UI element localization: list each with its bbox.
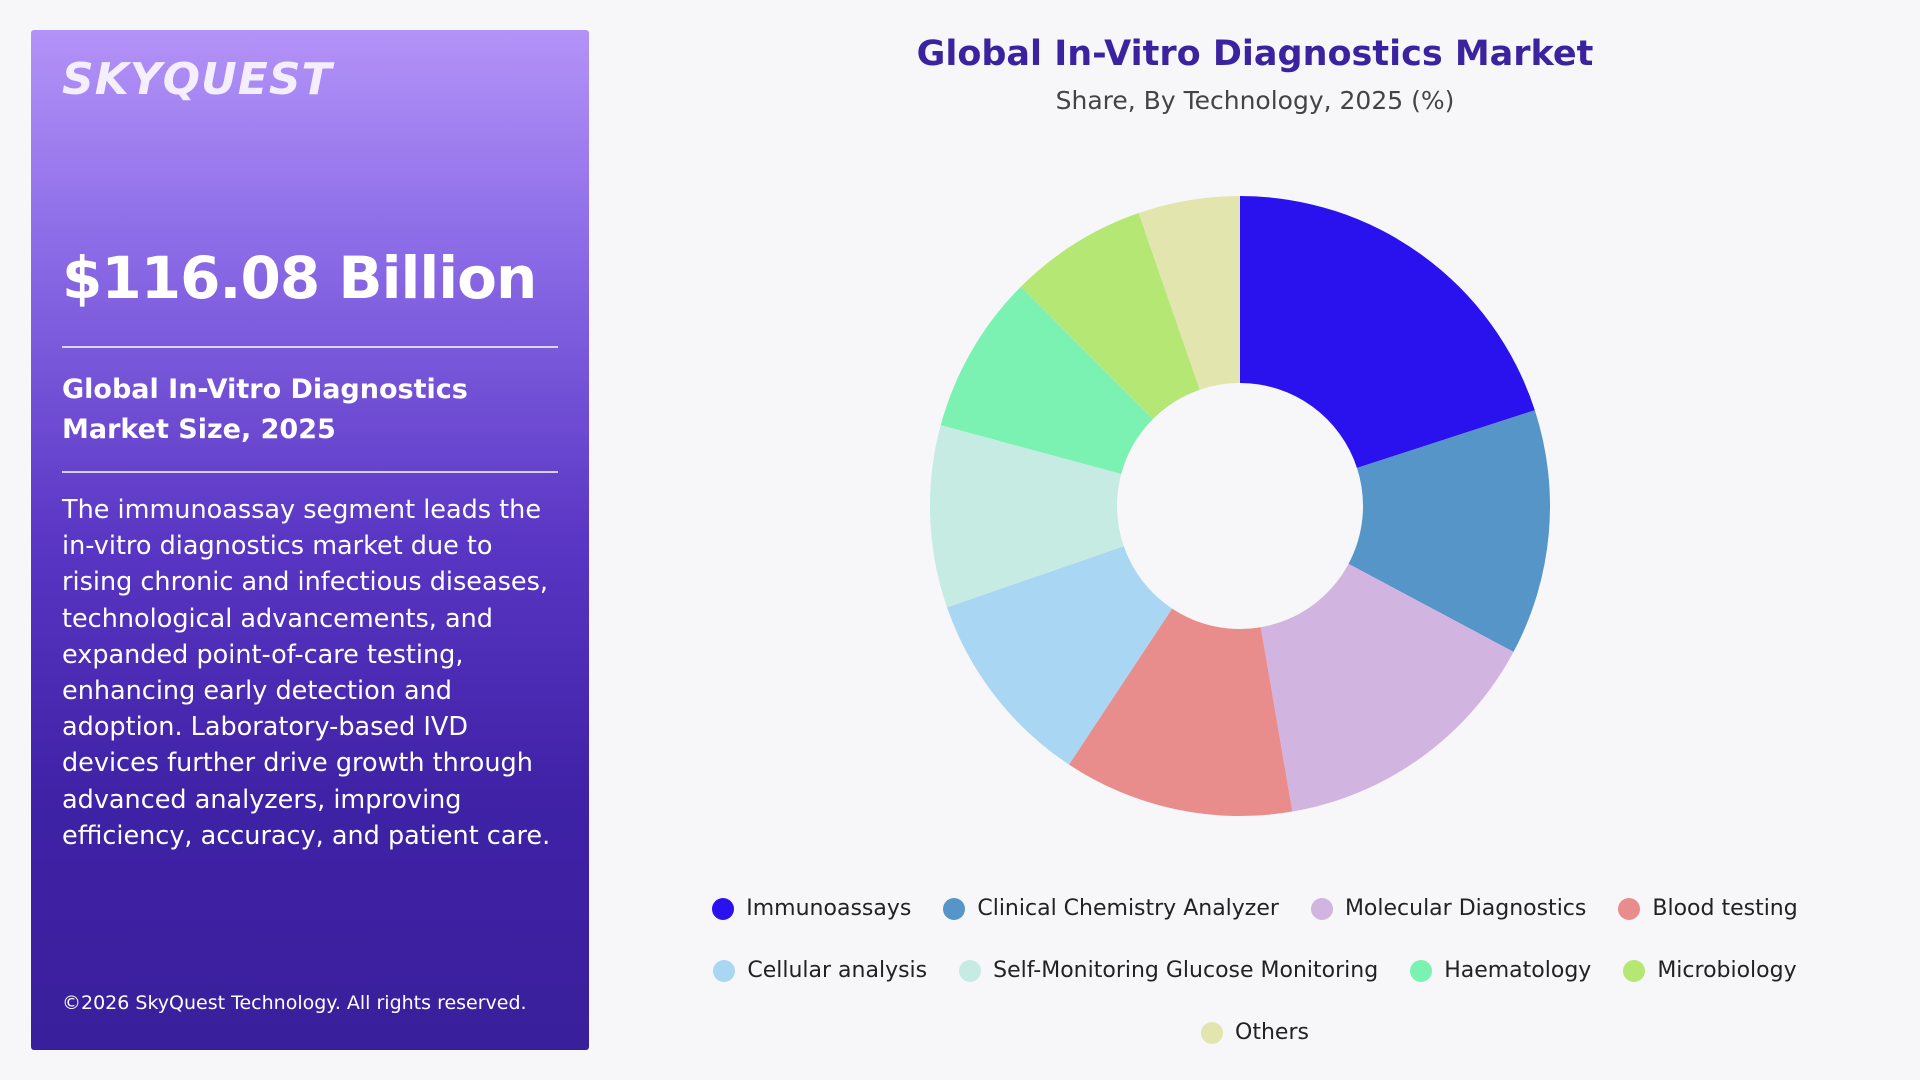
legend-item: Self-Monitoring Glucose Monitoring bbox=[959, 958, 1378, 983]
chart-title: Global In-Vitro Diagnostics Market bbox=[916, 34, 1594, 74]
legend-item: Microbiology bbox=[1623, 958, 1797, 983]
legend-label: Blood testing bbox=[1652, 896, 1798, 921]
slice-haematology bbox=[940, 286, 1154, 474]
legend-item: Immunoassays bbox=[712, 896, 911, 921]
skyquest-logo: SKYQUEST bbox=[62, 54, 333, 105]
divider bbox=[62, 346, 558, 348]
legend-label: Molecular Diagnostics bbox=[1344, 896, 1587, 921]
legend-label: Others bbox=[1235, 1020, 1309, 1045]
legend-swatch bbox=[1623, 959, 1646, 982]
legend-item: Clinical Chemistry Analyzer bbox=[943, 896, 1279, 921]
legend-item: Molecular Diagnostics bbox=[1310, 896, 1587, 921]
legend-label: Microbiology bbox=[1657, 958, 1797, 983]
slice-cellular-analysis bbox=[947, 546, 1173, 765]
slice-blood-testing bbox=[1068, 608, 1293, 816]
legend-swatch bbox=[943, 897, 966, 920]
chart-legend-row: Cellular analysis Self-Monitoring Glucose… bbox=[590, 958, 1920, 983]
divider bbox=[62, 471, 558, 473]
slice-microbiology bbox=[1020, 213, 1200, 420]
legend-label: Cellular analysis bbox=[747, 958, 928, 983]
market-description: The immunoassay segment leads the in-vit… bbox=[62, 495, 551, 851]
legend-swatch bbox=[712, 897, 735, 920]
legend-swatch bbox=[1618, 897, 1641, 920]
chart-subtitle: Share, By Technology, 2025 (%) bbox=[1055, 86, 1455, 115]
legend-swatch bbox=[1410, 959, 1433, 982]
slice-self-monitoring-glucose-monitoring bbox=[929, 425, 1124, 608]
legend-label: Self-Monitoring Glucose Monitoring bbox=[993, 958, 1379, 983]
copyright-notice: ©2026 SkyQuest Technology. All rights re… bbox=[62, 992, 527, 1014]
slice-immunoassays bbox=[1240, 196, 1535, 468]
donut-chart bbox=[929, 196, 1550, 816]
slice-clinical-chemistry-analyzer bbox=[1348, 410, 1550, 652]
legend-label: Immunoassays bbox=[746, 896, 912, 921]
legend-swatch bbox=[1201, 1021, 1224, 1044]
legend-item: Cellular analysis bbox=[713, 958, 927, 983]
legend-swatch bbox=[1310, 897, 1333, 920]
legend-swatch bbox=[713, 959, 736, 982]
slice-molecular-diagnostics bbox=[1260, 563, 1514, 812]
legend-item: Blood testing bbox=[1618, 896, 1798, 921]
summary-panel: SKYQUEST $116.08 Billion Global In-Vitro… bbox=[31, 30, 589, 1050]
chart-legend-row: Others bbox=[590, 1020, 1920, 1045]
market-size-heading: Global In-Vitro Diagnostics Market Size,… bbox=[62, 374, 468, 445]
legend-label: Clinical Chemistry Analyzer bbox=[977, 896, 1279, 921]
legend-item: Others bbox=[1201, 1020, 1309, 1045]
legend-swatch bbox=[959, 959, 982, 982]
legend-label: Haematology bbox=[1444, 958, 1592, 983]
chart-legend-row: Immunoassays Clinical Chemistry Analyzer M… bbox=[590, 896, 1920, 921]
slice-others bbox=[1138, 196, 1240, 390]
legend-item: Haematology bbox=[1410, 958, 1591, 983]
market-value: $116.08 Billion bbox=[62, 244, 537, 312]
